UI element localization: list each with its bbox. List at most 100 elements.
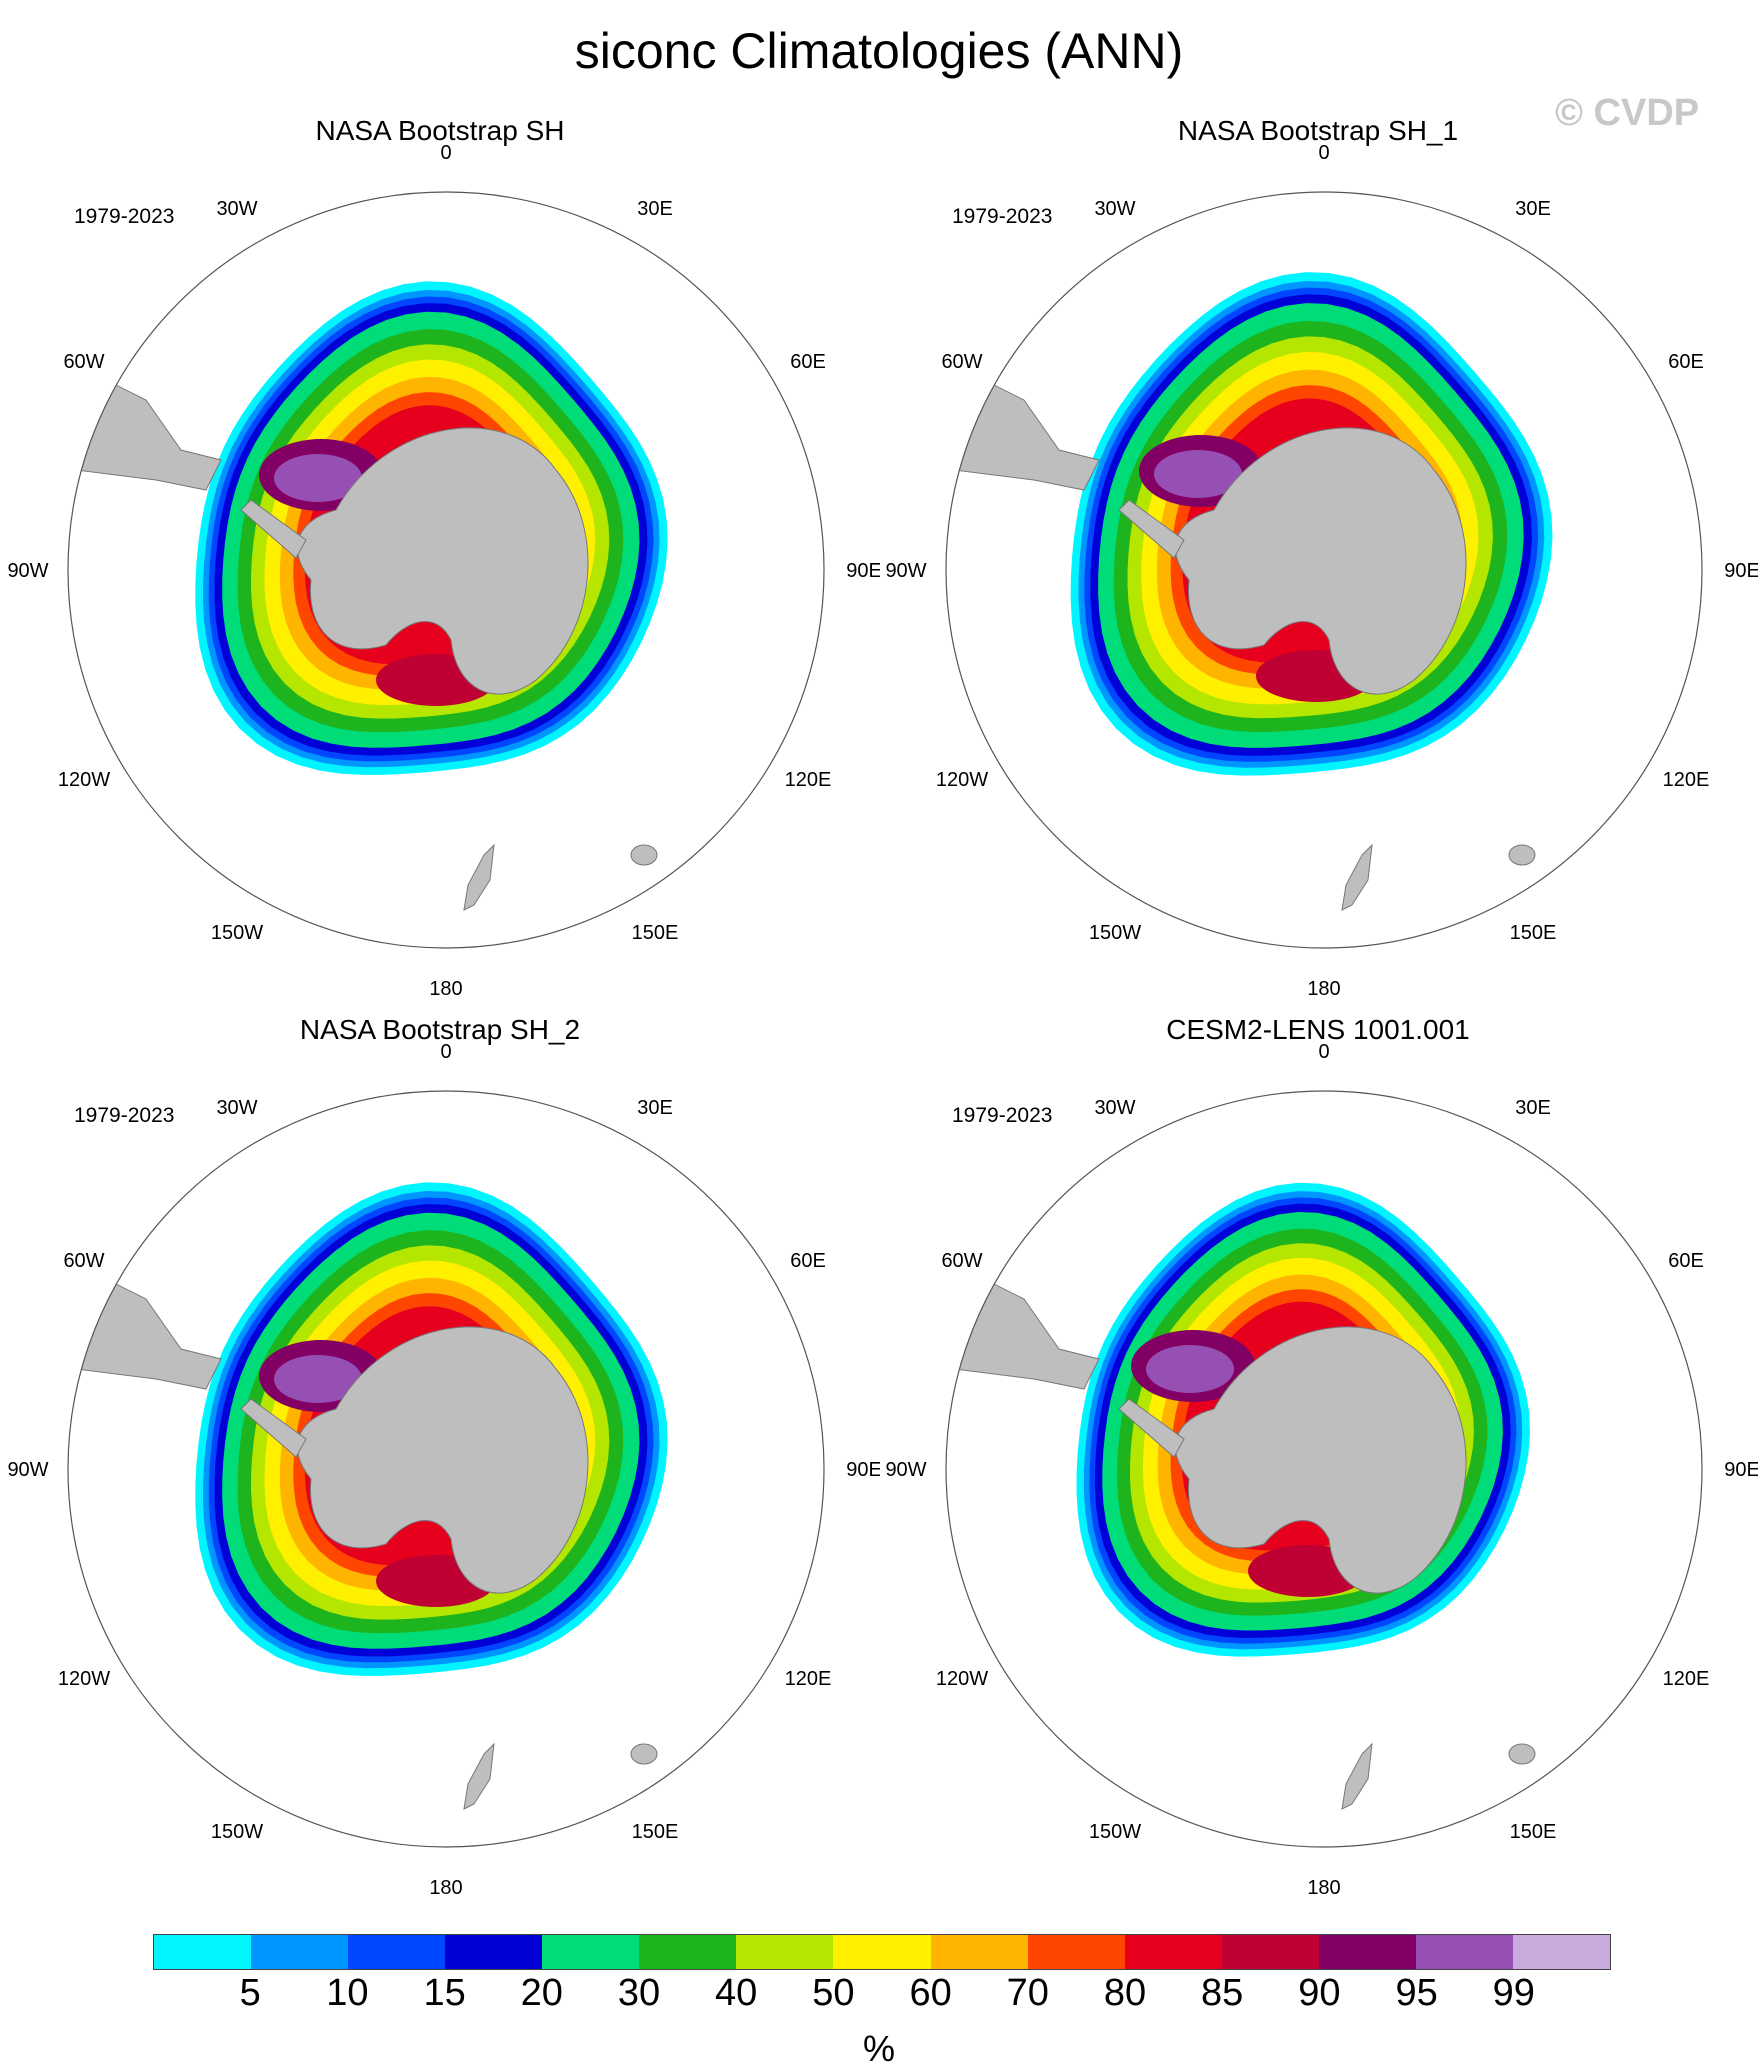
colorbar-tick: 90 — [1298, 1972, 1341, 2014]
longitude-label: 30E — [1515, 1097, 1551, 1119]
longitude-label: 150E — [1510, 922, 1557, 944]
longitude-label: 30E — [637, 1097, 673, 1119]
longitude-label: 120W — [58, 1668, 110, 1690]
longitude-label: 90E — [1724, 560, 1758, 582]
longitude-label: 30W — [216, 198, 257, 220]
longitude-label: 150W — [211, 1821, 263, 1843]
colorbar-swatch — [1318, 1935, 1416, 1969]
tasmania-landmass — [1508, 844, 1536, 866]
watermark: © CVDP — [1555, 92, 1700, 134]
tasmania-landmass — [630, 1743, 658, 1765]
longitude-label: 90W — [7, 1459, 48, 1481]
colorbar-swatch — [154, 1935, 252, 1969]
colorbar-tick: 95 — [1395, 1972, 1438, 2014]
period-label: 1979-2023 — [74, 205, 175, 228]
longitude-label: 180 — [429, 978, 462, 1000]
south-america-landmass — [75, 1268, 222, 1390]
new-zealand-landmass — [1341, 1742, 1373, 1810]
longitude-label: 150W — [211, 922, 263, 944]
colorbar-swatch — [1512, 1935, 1610, 1969]
longitude-label: 30E — [1515, 198, 1551, 220]
colorbar-tick: 30 — [617, 1972, 661, 2014]
map-panel-nasa-bootstrap-sh: 0 30E 60E 90E 120E 150E 180 150W 120W 90W 60W 30W N… — [0, 115, 880, 1015]
polar-map: 0 30E 60E 90E 120E 150E 180 150W 120W 90W 60W 30W — [7, 142, 880, 1000]
colorbar-tick: 85 — [1201, 1972, 1244, 2014]
colorbar-tick: 5 — [239, 1972, 261, 2014]
longitude-label: 30W — [1094, 1097, 1135, 1119]
colorbar-swatch — [1415, 1935, 1513, 1969]
polar-map: 0 30E 60E 90E 120E 150E 180 150W 120W 90W 60W 30W — [885, 1041, 1758, 1899]
colorbar-tick: 99 — [1492, 1972, 1535, 2014]
longitude-label: 90E — [846, 560, 880, 582]
period-label: 1979-2023 — [952, 205, 1053, 228]
colorbar-swatch — [639, 1935, 737, 1969]
longitude-label: 150E — [1510, 1821, 1557, 1843]
longitude-label: 90E — [846, 1459, 880, 1481]
sea-ice-field — [68, 192, 824, 948]
longitude-label: 60W — [63, 1250, 104, 1272]
longitude-label: 150W — [1089, 922, 1141, 944]
longitude-label: 60E — [1668, 351, 1704, 373]
longitude-label: 0 — [440, 142, 451, 164]
colorbar-swatch — [1221, 1935, 1319, 1969]
longitude-label: 120W — [58, 769, 110, 791]
longitude-label: 90W — [885, 1459, 926, 1481]
weddell-max-ice — [274, 454, 362, 502]
antarctica-landmass — [296, 1326, 589, 1594]
colorbar-swatch — [348, 1935, 446, 1969]
longitude-label: 120E — [785, 769, 832, 791]
colorbar-tick: 60 — [909, 1972, 952, 2014]
longitude-label: 120E — [1663, 769, 1710, 791]
colorbar-tick: 80 — [1103, 1972, 1147, 2014]
colorbar-swatch — [445, 1935, 543, 1969]
longitude-label: 60W — [941, 1250, 982, 1272]
colorbar-tick: 40 — [715, 1972, 758, 2014]
colorbar-swatch — [1027, 1935, 1125, 1969]
colorbar — [153, 1934, 1611, 1970]
antarctic-peninsula — [240, 1398, 307, 1458]
weddell-max-ice — [274, 1355, 362, 1403]
polar-map: 0 30E 60E 90E 120E 150E 180 150W 120W 90W 60W 30W — [7, 1041, 880, 1899]
longitude-label: 120E — [1663, 1668, 1710, 1690]
antarctica-landmass — [296, 427, 589, 695]
panel-title: NASA Bootstrap SH_1 — [1177, 115, 1459, 146]
longitude-label: 150E — [632, 1821, 679, 1843]
south-america-landmass — [75, 369, 222, 491]
polar-map: 0 30E 60E 90E 120E 150E 180 150W 120W 90W 60W 30W — [885, 142, 1758, 1000]
colorbar-swatch — [736, 1935, 834, 1969]
map-panel-nasa-bootstrap-sh-2: 0 30E 60E 90E 120E 150E 180 150W 120W 90W 60W 30W N… — [0, 1014, 880, 1914]
longitude-label: 60E — [1668, 1250, 1704, 1272]
colorbar-tick-labels: 5 10 15 20 30 40 50 60 70 80 85 90 95 99 — [0, 1972, 1758, 2032]
panel-title: CESM2-LENS 1001.001 — [1166, 1014, 1470, 1045]
period-label: 1979-2023 — [74, 1104, 175, 1127]
longitude-label: 0 — [1318, 1041, 1329, 1063]
period-label: 1979-2023 — [952, 1104, 1053, 1127]
longitude-label: 150W — [1089, 1821, 1141, 1843]
new-zealand-landmass — [463, 1742, 495, 1810]
longitude-label: 150E — [632, 922, 679, 944]
longitude-label: 0 — [1318, 142, 1329, 164]
panel-title: NASA Bootstrap SH — [315, 115, 565, 146]
antarctic-peninsula — [240, 499, 307, 559]
longitude-label: 30W — [1094, 198, 1135, 220]
antarctic-peninsula — [1118, 499, 1185, 559]
longitude-label: 180 — [1307, 1877, 1340, 1899]
sea-ice-field — [68, 1091, 824, 1847]
longitude-label: 120W — [936, 769, 988, 791]
map-boundary-circle — [945, 191, 1703, 949]
colorbar-swatch — [542, 1935, 640, 1969]
longitude-label: 180 — [429, 1877, 462, 1899]
longitude-label: 60E — [790, 351, 826, 373]
colorbar-swatch — [930, 1935, 1028, 1969]
tasmania-landmass — [1508, 1743, 1536, 1765]
sea-ice-field — [946, 1091, 1702, 1847]
longitude-label: 120E — [785, 1668, 832, 1690]
map-boundary-circle — [945, 1090, 1703, 1848]
colorbar-tick: 50 — [812, 1972, 855, 2014]
main-title: siconc Climatologies (ANN) — [574, 23, 1184, 79]
antarctica-landmass — [1174, 1326, 1467, 1594]
colorbar-tick: 20 — [520, 1972, 563, 2014]
sea-ice-field — [946, 192, 1702, 948]
colorbar-tick: 70 — [1006, 1972, 1049, 2014]
longitude-label: 30W — [216, 1097, 257, 1119]
